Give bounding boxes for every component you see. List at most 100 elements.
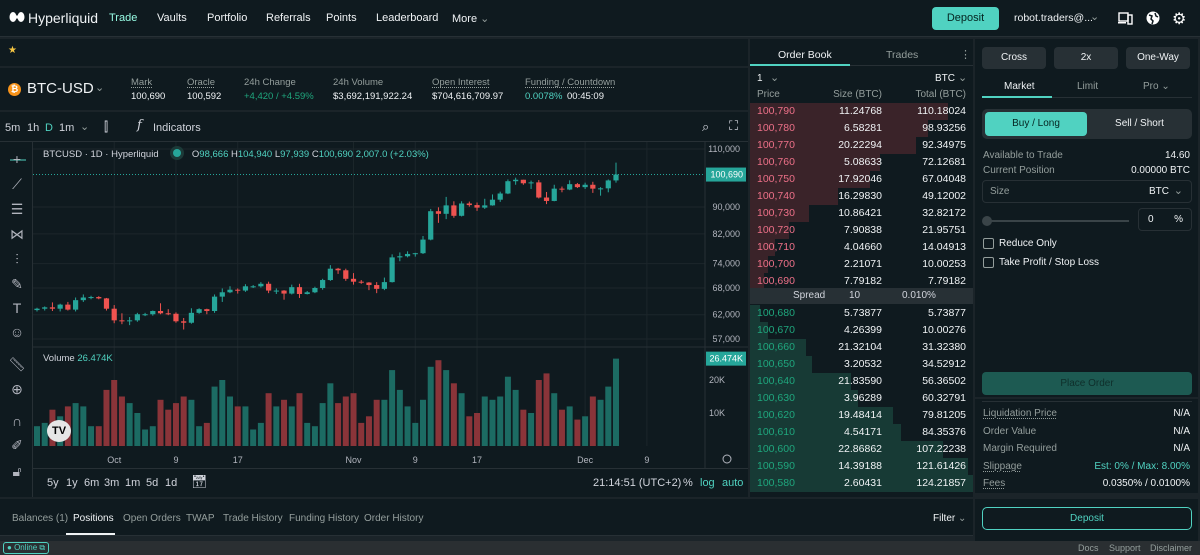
range-1d[interactable]: 1d <box>165 477 178 489</box>
indicators-button[interactable]: Indicators <box>153 122 201 134</box>
size-slider-track[interactable] <box>987 220 1129 222</box>
chevron-down-icon[interactable]: ⌄ <box>770 72 780 84</box>
stat-label[interactable]: Open Interest <box>432 77 490 88</box>
pattern-icon[interactable]: ⋈ <box>10 226 24 242</box>
bottom-tab[interactable]: Balances (1) <box>12 513 69 524</box>
tpsl-checkbox[interactable] <box>983 257 994 268</box>
interval-5m[interactable]: 5m <box>5 122 21 134</box>
deposit-button[interactable]: Deposit <box>932 7 999 30</box>
horizontal-lines-icon[interactable]: ☰ <box>10 201 24 217</box>
size-slider-handle[interactable] <box>982 216 992 226</box>
support-link[interactable]: Support <box>1109 543 1141 553</box>
nav-leaderboard[interactable]: Leaderboard <box>376 12 439 24</box>
trend-line-icon[interactable]: ⟋ <box>12 176 22 192</box>
lock-icon[interactable]: 🔓︎ <box>12 463 22 479</box>
tradingview-logo-icon[interactable]: TV <box>47 420 71 442</box>
tpsl-label[interactable]: Take Profit / Stop Loss <box>999 257 1100 268</box>
chevron-down-icon[interactable]: ⌄ <box>95 82 105 94</box>
bottom-tab[interactable]: Order History <box>364 513 424 524</box>
ask-row[interactable]: 100,750 17.92046 67.04048 <box>750 171 973 188</box>
nav-referrals[interactable]: Referrals <box>266 12 311 24</box>
more-options-icon[interactable]: ⋮ <box>960 49 971 61</box>
ask-row[interactable]: 100,730 10.86421 32.82172 <box>750 205 973 222</box>
symbol-selector[interactable]: BTC-USD <box>27 80 94 97</box>
tab-trades[interactable]: Trades <box>886 49 919 61</box>
nav-trade[interactable]: Trade <box>109 12 138 24</box>
detail-label[interactable]: Slippage <box>983 460 1022 472</box>
interval-d[interactable]: D <box>45 122 53 134</box>
tab-market[interactable]: Market <box>1004 81 1035 92</box>
ask-row[interactable]: 100,740 16.29830 49.12002 <box>750 188 973 205</box>
globe-icon[interactable] <box>1146 11 1160 28</box>
percent-toggle[interactable]: % <box>683 477 693 489</box>
nav-vaults[interactable]: Vaults <box>157 12 187 24</box>
bid-row[interactable]: 100,620 19.48414 79.81205 <box>750 407 973 424</box>
filter-button[interactable]: Filter ⌄ <box>933 513 966 524</box>
fullscreen-icon[interactable]: ⛶ <box>729 118 739 133</box>
draw-lock-icon[interactable]: ✐ <box>11 437 23 453</box>
range-6m[interactable]: 6m <box>84 477 100 489</box>
leverage-button[interactable]: 2x <box>1054 47 1118 69</box>
ask-row[interactable]: 100,700 2.21071 10.00253 <box>750 256 973 273</box>
margin-mode-button[interactable]: Cross <box>982 47 1046 69</box>
tab-pro[interactable]: Pro ⌄ <box>1143 81 1170 92</box>
interval-1m[interactable]: 1m <box>59 122 75 134</box>
ask-row[interactable]: 100,790 11.24768 110.18024 <box>750 103 973 120</box>
detail-label[interactable]: Liquidation Price <box>983 408 1057 419</box>
devices-icon[interactable] <box>1118 11 1133 28</box>
bottom-tab[interactable]: Open Orders <box>123 513 181 524</box>
logo-text[interactable]: Hyperliquid <box>28 10 99 26</box>
chevron-down-icon[interactable]: ⌄ <box>1090 11 1100 23</box>
calendar-icon[interactable]: 📅︎ <box>191 474 208 489</box>
brush-icon[interactable]: ✎ <box>11 276 23 292</box>
bid-row[interactable]: 100,610 4.54171 84.35376 <box>750 424 973 441</box>
bid-row[interactable]: 100,650 3.20532 34.52912 <box>750 356 973 373</box>
bid-row[interactable]: 100,640 21.83590 56.36502 <box>750 373 973 390</box>
auto-toggle[interactable]: auto <box>722 477 744 489</box>
nav-points[interactable]: Points <box>326 12 357 24</box>
ask-row[interactable]: 100,720 7.90838 21.95751 <box>750 222 973 239</box>
range-3m[interactable]: 3m <box>104 477 120 489</box>
size-input[interactable]: Size BTC ⌄ <box>982 180 1192 203</box>
reduce-only-checkbox[interactable] <box>983 238 994 249</box>
crosshair-icon[interactable]: + <box>12 151 22 167</box>
chevron-down-icon[interactable]: ⌄ <box>1173 185 1183 197</box>
bid-row[interactable]: 100,670 4.26399 10.00276 <box>750 322 973 339</box>
detail-label[interactable]: Fees <box>983 478 1006 489</box>
bid-row[interactable]: 100,660 21.32104 31.32380 <box>750 339 973 356</box>
bottom-tab[interactable]: Funding History <box>289 513 360 524</box>
disclaimer-link[interactable]: Disclaimer <box>1150 543 1193 553</box>
chart-settings-icon[interactable] <box>722 454 732 464</box>
bid-row[interactable]: 100,680 5.73877 5.73877 <box>750 305 973 322</box>
tab-order-book[interactable]: Order Book <box>778 49 832 61</box>
candle-style-icon[interactable]: ⫿ <box>104 119 109 134</box>
emoji-icon[interactable]: ☺ <box>9 324 25 340</box>
tick-size-select[interactable]: 1 <box>757 73 763 84</box>
chevron-down-icon[interactable]: ⌄ <box>80 121 90 133</box>
stat-label[interactable]: Funding / Countdown <box>525 77 616 88</box>
bottom-tab[interactable]: Trade History <box>223 513 283 524</box>
bid-row[interactable]: 100,600 22.86862 107.22238 <box>750 441 973 458</box>
nav-more[interactable]: More ⌄ <box>452 12 489 25</box>
bottom-tab[interactable]: Positions <box>73 513 114 524</box>
size-unit-select[interactable]: BTC <box>1149 186 1169 197</box>
ask-row[interactable]: 100,710 4.04660 14.04913 <box>750 239 973 256</box>
ask-row[interactable]: 100,770 20.22294 92.34975 <box>750 137 973 154</box>
position-mode-button[interactable]: One-Way <box>1126 47 1190 69</box>
log-toggle[interactable]: log <box>700 477 715 489</box>
bottom-tab[interactable]: TWAP <box>186 513 215 524</box>
range-5y[interactable]: 5y <box>47 477 59 489</box>
range-1m[interactable]: 1m <box>125 477 141 489</box>
interval-1h[interactable]: 1h <box>27 122 40 134</box>
place-order-button[interactable]: Place Order <box>982 372 1192 395</box>
range-5d[interactable]: 5d <box>146 477 159 489</box>
fib-icon[interactable]: ⫶ <box>15 251 19 267</box>
ask-row[interactable]: 100,760 5.08633 72.12681 <box>750 154 973 171</box>
bid-row[interactable]: 100,580 2.60431 124.21857 <box>750 475 973 492</box>
docs-link[interactable]: Docs <box>1078 543 1099 553</box>
text-icon[interactable]: T <box>12 300 22 316</box>
ruler-icon[interactable]: 📏︎ <box>8 356 26 372</box>
unit-select[interactable]: BTC <box>935 73 955 84</box>
ask-row[interactable]: 100,780 6.58281 98.93256 <box>750 120 973 137</box>
zoom-in-icon[interactable]: ⊕ <box>11 381 23 397</box>
